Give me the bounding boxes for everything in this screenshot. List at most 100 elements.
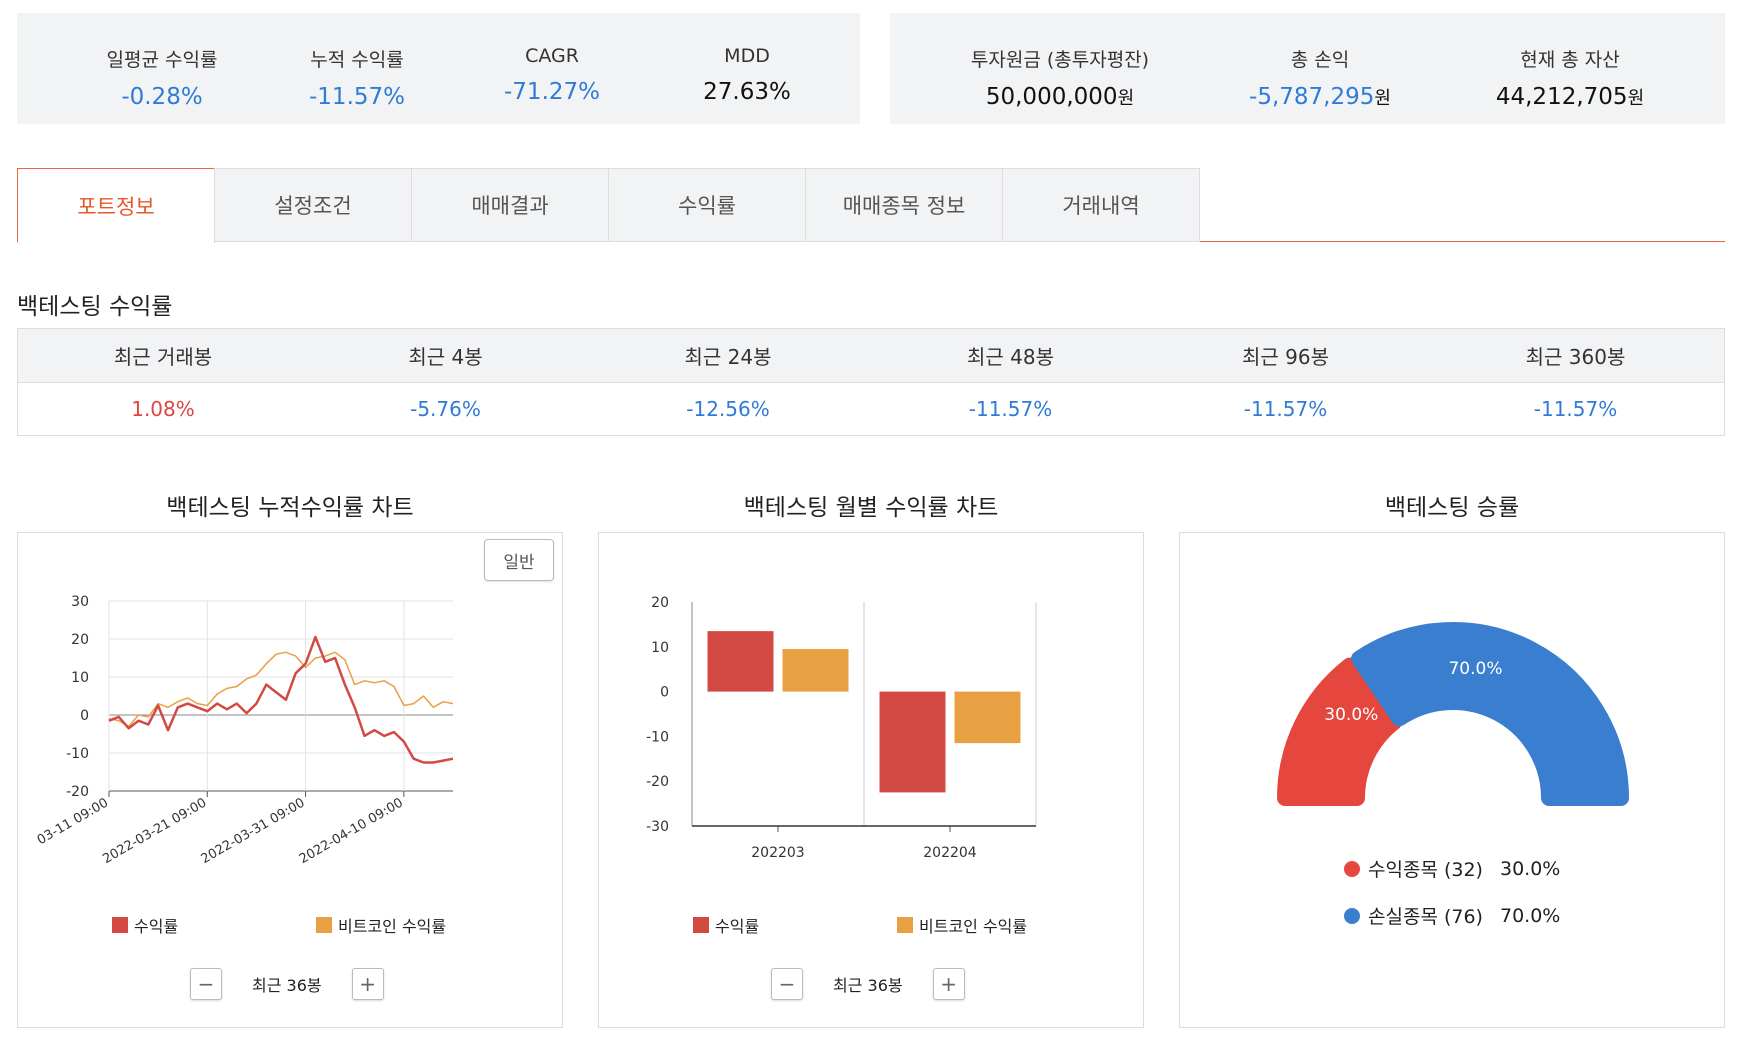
zoom-out-button[interactable]: − (190, 968, 222, 1000)
stat-unit: 원 (1117, 88, 1135, 109)
x-tick-label: 2022-03-31 09:00 (199, 795, 308, 867)
bar (707, 631, 774, 692)
bar (954, 691, 1021, 744)
y-tick-label: -20 (66, 784, 89, 800)
stat-label: 일평균 수익률 (106, 49, 218, 71)
winrate-chart-title: 백테스팅 승률 (1384, 495, 1520, 521)
zoom-out-button[interactable]: − (771, 968, 803, 1000)
legend-label: 비트코인 수익률 (338, 917, 447, 936)
y-tick-label: 0 (80, 708, 89, 724)
gauge-slice-label: 70.0% (1448, 659, 1502, 679)
header-cell: 최근 96봉 (1241, 345, 1329, 369)
header-cell: 최근 360봉 (1525, 345, 1626, 369)
summary-left-box: 일평균 수익률 -0.28% 누적 수익률 -11.57% CAGR -71.2… (17, 13, 860, 124)
tab-trade-results[interactable]: 매매결과 (411, 168, 609, 242)
legend-swatch (897, 917, 913, 933)
zoom-control: − 최근 36봉 + (771, 968, 965, 1000)
stat-value: -11.57% (309, 84, 405, 110)
stat-label: MDD (724, 45, 770, 67)
y-tick-label: 30 (71, 594, 89, 610)
legend-item-btc[interactable]: 비트코인 수익률 (316, 913, 446, 937)
winrate-legend-win: 수익종목 (32) 30.0% (1344, 855, 1560, 882)
y-tick-label: 10 (651, 640, 669, 656)
stat-unit: 원 (1374, 88, 1391, 109)
stat-label: 현재 총 자산 (1520, 49, 1620, 71)
header-cell: 최근 24봉 (684, 345, 772, 369)
tab-returns[interactable]: 수익률 (608, 168, 806, 242)
stat-label: CAGR (525, 45, 579, 67)
legend-label: 수익률 (715, 917, 760, 936)
legend-label: 수익종목 (32) (1368, 859, 1483, 881)
legend-item-return[interactable]: 수익률 (693, 913, 759, 937)
value-cell: -11.57% (1243, 397, 1328, 421)
tab-settings[interactable]: 설정조건 (214, 168, 412, 242)
x-tick-label: 2022-03-21 09:00 (100, 795, 209, 867)
legend-item-btc[interactable]: 비트코인 수익률 (897, 913, 1027, 937)
x-tick-label: 03-11 09:00 (35, 795, 111, 848)
summary-right-box: 투자원금 (총투자평잔) 50,000,000원 총 손익 -5,787,295… (890, 13, 1725, 124)
returns-table: 최근 거래봉 최근 4봉 최근 24봉 최근 48봉 최근 96봉 최근 360… (17, 328, 1725, 436)
header-cell: 최근 48봉 (966, 345, 1054, 369)
header-cell: 최근 거래봉 (113, 345, 213, 369)
tab-transaction-history[interactable]: 거래내역 (1002, 168, 1200, 242)
y-tick-label: 10 (71, 670, 89, 686)
cumulative-chart-panel: 일반 30 20 10 0 -10 -20 03-11 09:00 2022-03-21 09… (17, 532, 563, 1028)
tab-port-info[interactable]: 포트정보 (17, 168, 215, 243)
winrate-legend-loss: 손실종목 (76) 70.0% (1344, 902, 1560, 929)
tab-bar: 포트정보 설정조건 매매결과 수익률 매매종목 정보 거래내역 (17, 168, 1725, 243)
zoom-in-button[interactable]: + (932, 968, 965, 1000)
stat-label: 투자원금 (총투자평잔) (970, 49, 1150, 71)
legend-swatch (316, 917, 332, 933)
legend-swatch (112, 917, 128, 933)
stat-cagr: CAGR -71.27% (467, 13, 637, 105)
tab-traded-symbols[interactable]: 매매종목 정보 (805, 168, 1003, 242)
value-cell: -5.76% (410, 397, 481, 421)
stat-number: 44,212,705 (1495, 84, 1628, 110)
legend-item-return[interactable]: 수익률 (112, 913, 178, 937)
returns-table-row: 1.08% -5.76% -12.56% -11.57% -11.57% -11… (18, 383, 1724, 435)
stat-value: 27.63% (703, 79, 791, 105)
stat-total-assets: 현재 총 자산 44,212,705원 (1440, 13, 1700, 110)
monthly-chart-title: 백테스팅 월별 수익률 차트 (743, 495, 999, 521)
y-tick-label: -30 (646, 819, 669, 835)
series-line-return (108, 635, 454, 764)
zoom-control: − 최근 36봉 + (190, 968, 384, 1000)
stat-number: 50,000,000 (985, 84, 1118, 110)
legend-label: 비트코인 수익률 (919, 917, 1028, 936)
stat-daily-avg-return: 일평균 수익률 -0.28% (77, 13, 247, 110)
legend-label: 손실종목 (76) (1368, 906, 1483, 928)
zoom-in-button[interactable]: + (351, 968, 384, 1000)
gauge-slice-loss (1351, 622, 1629, 806)
winrate-gauge-chart: 30.0% 70.0% (1277, 622, 1629, 806)
series-line-btc (108, 651, 454, 728)
y-tick-label: 20 (651, 595, 669, 611)
gauge-slice-win (1277, 657, 1402, 806)
value-cell: -11.57% (968, 397, 1053, 421)
stat-label: 총 손익 (1290, 49, 1350, 71)
gauge-slice-label: 30.0% (1324, 705, 1378, 725)
legend-dot (1344, 907, 1360, 924)
y-tick-label: -20 (646, 774, 669, 790)
returns-table-header: 최근 거래봉 최근 4봉 최근 24봉 최근 48봉 최근 96봉 최근 360… (18, 329, 1724, 383)
stat-mdd: MDD 27.63% (662, 13, 832, 105)
zoom-label: 최근 36봉 (833, 976, 903, 995)
stat-cumulative-return: 누적 수익률 -11.57% (272, 13, 442, 110)
stat-value: -0.28% (121, 84, 203, 110)
x-tick-label: 202204 (923, 845, 977, 861)
bar (782, 649, 849, 692)
stat-number: -5,787,295 (1249, 84, 1375, 110)
zoom-label: 최근 36봉 (252, 976, 322, 995)
stat-value: -71.27% (504, 79, 600, 105)
winrate-chart-panel: 30.0% 70.0% 수익종목 (32) 30.0% 손실종목 (76) 70.… (1179, 532, 1725, 1028)
value-cell: -11.57% (1533, 397, 1618, 421)
stat-label: 누적 수익률 (310, 49, 404, 71)
y-tick-label: -10 (66, 746, 89, 762)
value-cell: -12.56% (686, 397, 770, 421)
y-tick-label: 20 (71, 632, 89, 648)
stat-value: 44,212,705원 (1440, 84, 1700, 110)
legend-pct: 30.0% (1500, 857, 1561, 880)
x-tick-label: 2022-04-10 09:00 (297, 795, 406, 867)
chart-mode-button[interactable]: 일반 (484, 539, 554, 581)
stat-value: 50,000,000원 (930, 84, 1190, 110)
